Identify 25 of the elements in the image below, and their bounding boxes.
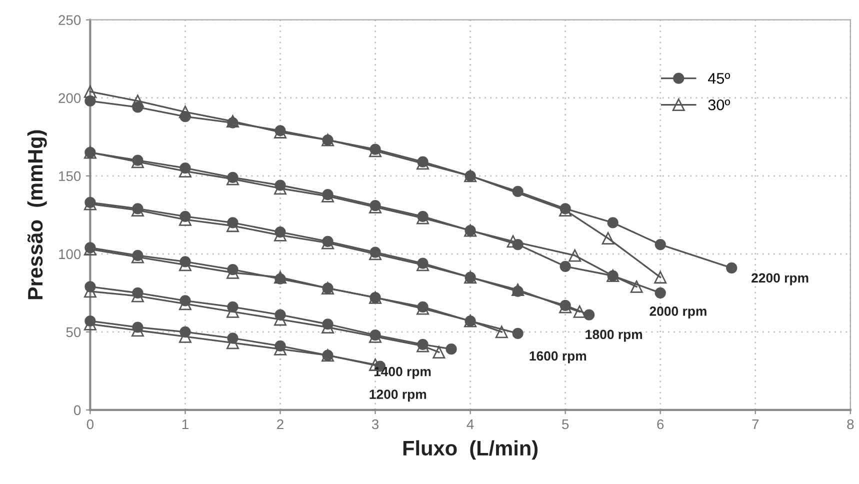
annotation: 1200 rpm xyxy=(370,390,426,402)
x-tick-label: 1 xyxy=(182,419,188,430)
y-tick-label: 50 xyxy=(66,327,81,338)
x-tick-label: 4 xyxy=(466,419,474,430)
annotation: 2000 rpm xyxy=(650,306,706,319)
legend-label: 30º xyxy=(708,99,730,110)
legend-label: 45º xyxy=(708,72,730,84)
y-tick-label: 250 xyxy=(58,15,81,26)
x-axis-title: Fluxo (L/min) xyxy=(403,440,538,460)
x-tick-label: 0 xyxy=(86,419,94,430)
y-tick-label: 200 xyxy=(58,93,81,104)
x-tick-label: 2 xyxy=(277,419,284,430)
y-tick-label: 100 xyxy=(59,249,81,260)
annotation: 1400 rpm xyxy=(374,366,431,379)
y-tick-label: 0 xyxy=(74,405,81,416)
annotation: 1800 rpm xyxy=(586,330,642,342)
y-axis-title: Pressão (mmHg) xyxy=(27,130,47,300)
x-tick-label: 8 xyxy=(847,419,854,430)
x-tick-label: 7 xyxy=(752,419,759,430)
y-tick-label: 150 xyxy=(59,171,81,182)
x-tick-label: 3 xyxy=(372,419,379,430)
annotation: 1600 rpm xyxy=(530,351,586,364)
x-tick-label: 6 xyxy=(657,419,664,430)
x-tick-label: 5 xyxy=(562,419,569,430)
annotation: 2200 rpm xyxy=(752,273,808,286)
